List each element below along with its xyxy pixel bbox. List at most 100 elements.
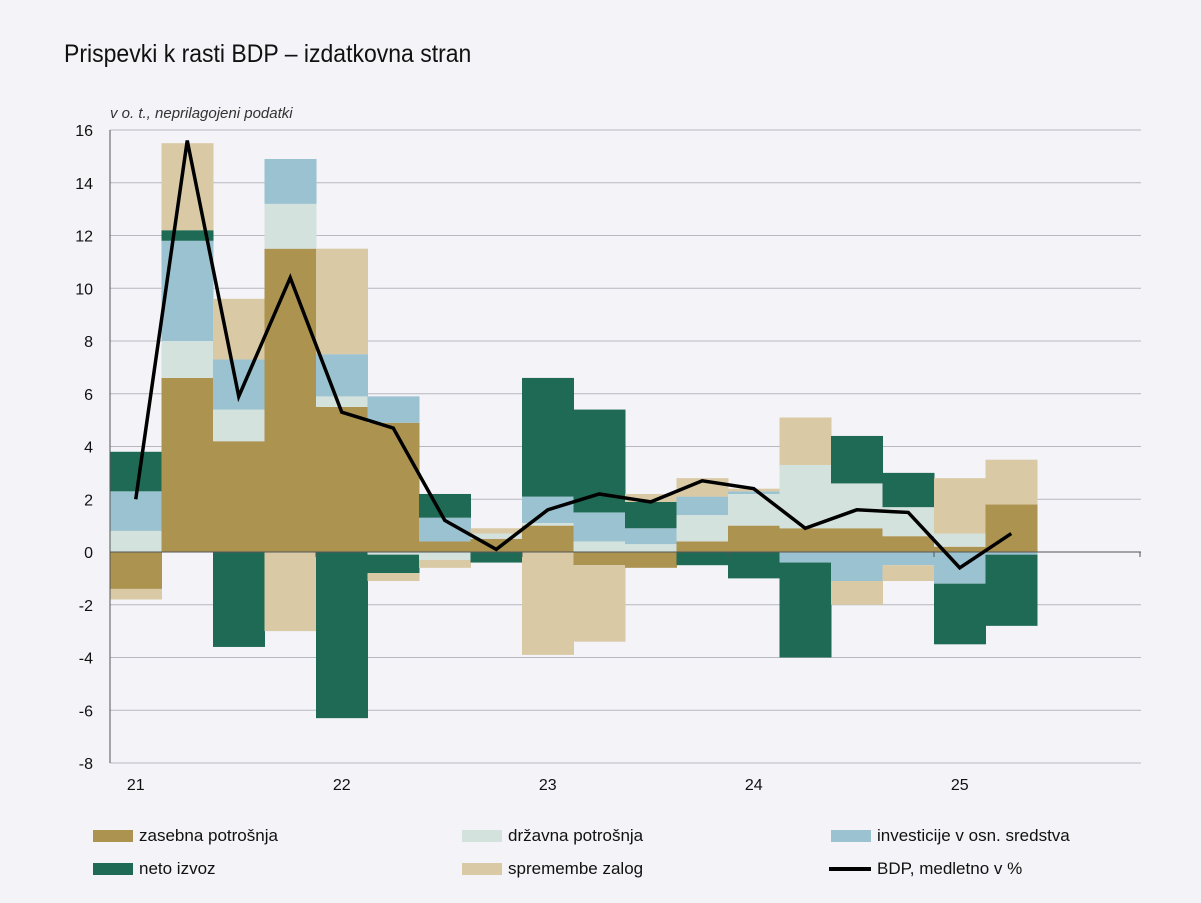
x-tick-label: 24: [745, 777, 763, 794]
bar-segment: [779, 552, 832, 563]
bar-segment: [728, 491, 780, 494]
bar-segment: [573, 541, 626, 552]
y-tick-label: 4: [84, 440, 93, 457]
bar-segment: [985, 459, 1038, 505]
bar-segment: [625, 544, 677, 552]
bar-segment: [882, 565, 935, 582]
y-tick-label: -6: [79, 703, 93, 720]
bar-segment: [110, 451, 162, 492]
bar-segment: [161, 377, 214, 552]
bar-segment: [882, 552, 935, 566]
bar-segment: [985, 554, 1038, 626]
bar-segment: [367, 422, 420, 552]
bar-segment: [213, 552, 265, 647]
bar-segment: [316, 248, 368, 355]
bar-segment: [419, 552, 471, 560]
bar-segment: [367, 396, 420, 423]
bar-segment: [367, 573, 420, 582]
bar-segment: [676, 496, 729, 516]
x-tick-label: 21: [127, 777, 145, 794]
bar-segment: [419, 541, 471, 552]
bar-segment: [882, 536, 935, 552]
gdp-line: [134, 140, 1013, 571]
bar-segment: [573, 512, 626, 542]
y-tick-label: 10: [75, 281, 93, 298]
y-tick-label: 0: [84, 545, 93, 562]
bar-segment: [831, 552, 883, 582]
x-tick-label: 25: [951, 777, 969, 794]
chart-title: Prispevki k rasti BDP – izdatkovna stran: [64, 40, 472, 68]
bar-segment: [831, 581, 883, 605]
bar-segment: [676, 541, 729, 552]
bar-segment: [573, 552, 626, 566]
bar-segment: [625, 493, 677, 502]
gdp-line-layer: [134, 140, 1013, 571]
bar-segment: [213, 359, 265, 410]
bar-segment: [779, 464, 832, 529]
y-tick-label: 14: [75, 176, 93, 193]
bar-segment: [264, 552, 317, 632]
bar-segment: [573, 565, 626, 642]
x-tick-label: 23: [539, 777, 557, 794]
bar-segment: [110, 588, 162, 600]
bar-segment: [522, 377, 574, 497]
bar-segment: [470, 552, 523, 563]
bar-segment: [934, 533, 986, 547]
bar-segment: [625, 528, 677, 545]
y-tick-label: -8: [79, 756, 93, 773]
bar-segment: [213, 441, 265, 552]
bar-segment: [728, 552, 780, 579]
y-tick-label: 6: [84, 387, 93, 404]
bar-segment: [264, 248, 317, 552]
bar-segment: [625, 552, 677, 568]
bar-segment: [831, 528, 883, 552]
bar-segment: [161, 341, 214, 378]
bar-segment: [316, 396, 368, 407]
bar-segment: [110, 530, 162, 552]
bar-segment: [161, 143, 214, 231]
unit-label: v o. t., neprilagojeni podatki: [110, 105, 293, 122]
bar-segment: [882, 472, 935, 508]
y-tick-label: 8: [84, 334, 93, 351]
bar-segment: [676, 515, 729, 542]
bar-segment: [316, 552, 368, 719]
bar-segment: [470, 533, 523, 539]
x-tick-label: 22: [333, 777, 351, 794]
bar-segment: [316, 406, 368, 552]
bar-segment: [161, 230, 214, 241]
bar-segment: [676, 552, 729, 566]
bar-segment: [522, 525, 574, 552]
y-tick-label: -2: [79, 598, 93, 615]
bar-segment: [419, 493, 471, 518]
bar-segment: [110, 552, 162, 589]
axes: [109, 130, 1141, 763]
bar-segment: [934, 478, 986, 534]
bar-segment: [367, 552, 420, 555]
bar-segment: [470, 528, 523, 534]
bar-segment: [264, 203, 317, 249]
bar-segment: [419, 517, 471, 542]
bar-segment: [522, 522, 574, 526]
bar-segment: [367, 554, 420, 574]
y-tick-label: 12: [75, 229, 93, 246]
bar-segment: [831, 483, 883, 529]
bar-segment: [264, 159, 317, 204]
bar-segment: [985, 552, 1038, 555]
bar-segment: [522, 552, 574, 655]
y-tick-label: 2: [84, 492, 93, 509]
bar-segment: [419, 559, 471, 568]
bar-segment: [728, 493, 780, 526]
bar-segment: [831, 435, 883, 484]
bar-segment: [316, 354, 368, 397]
bar-stacks: [110, 143, 1038, 719]
y-tick-label: 16: [75, 123, 93, 140]
bar-segment: [934, 583, 986, 645]
bar-segment: [779, 417, 832, 465]
bar-segment: [213, 409, 265, 442]
bar-segment: [934, 546, 986, 552]
bar-segment: [779, 528, 832, 552]
bar-segment: [625, 501, 677, 529]
bar-segment: [728, 525, 780, 552]
